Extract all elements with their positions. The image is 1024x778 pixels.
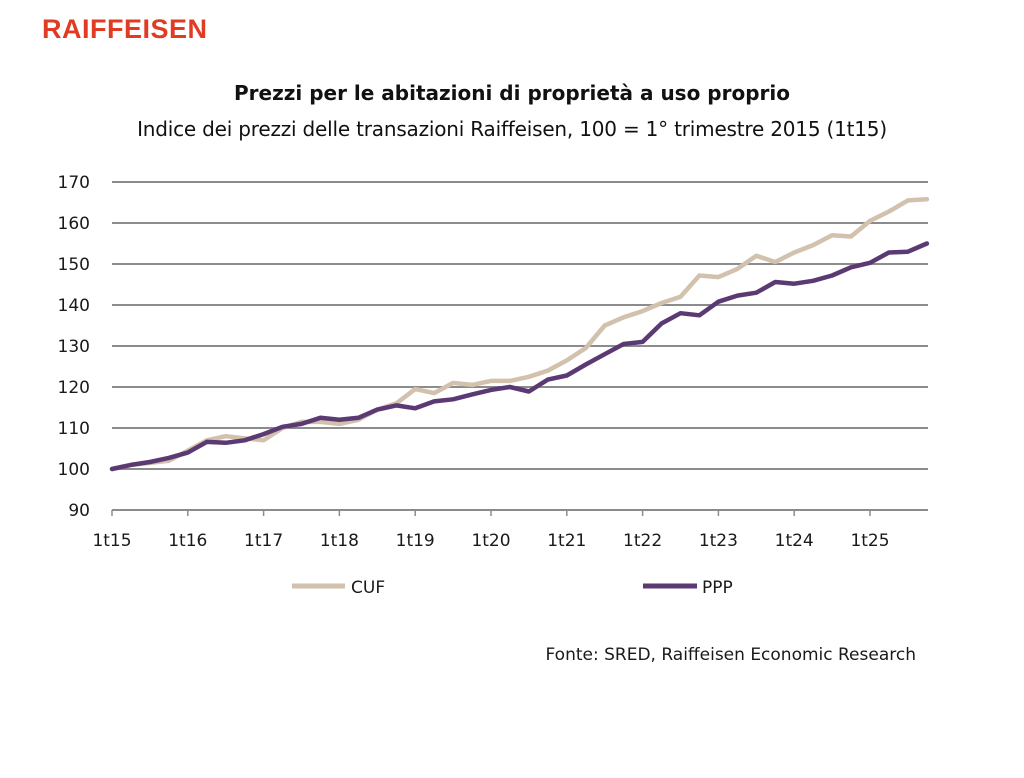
x-tick-label: 1t17: [244, 531, 283, 551]
x-tick-label: 1t24: [775, 531, 814, 551]
x-tick-label: 1t18: [320, 531, 359, 551]
y-tick-label: 150: [58, 255, 90, 275]
x-tick-label: 1t19: [396, 531, 435, 551]
series-lines: [109, 196, 930, 472]
y-axis: 90 100 110 120 130 140 150 160 170: [58, 173, 90, 521]
y-tick-label: 90: [68, 501, 90, 521]
x-tick-label: 1t21: [547, 531, 586, 551]
series-line-ppp: [109, 241, 930, 472]
gridlines: [112, 181, 928, 511]
x-tick-label: 1t22: [623, 531, 662, 551]
y-tick-label: 110: [58, 419, 90, 439]
legend-label-ppp: PPP: [702, 578, 733, 598]
y-tick-label: 120: [58, 378, 90, 398]
x-tick-label: 1t20: [471, 531, 510, 551]
x-tick-label: 1t16: [168, 531, 207, 551]
chart-subtitle: Indice dei prezzi delle transazioni Raif…: [137, 117, 887, 141]
x-tick-label: 1t23: [699, 531, 738, 551]
x-tick-label: 1t25: [850, 531, 889, 551]
y-tick-label: 160: [58, 214, 90, 234]
x-axis: 1t15 1t16 1t17 1t18 1t19 1t20 1t21 1t22 1t23 1t24…: [92, 510, 890, 551]
legend-label-cuf: CUF: [351, 578, 385, 598]
x-tick-label: 1t15: [92, 531, 131, 551]
raiffeisen-logo: RAIFFEISEN: [42, 14, 208, 44]
source-note: Fonte: SRED, Raiffeisen Economic Researc…: [545, 645, 917, 665]
y-tick-label: 100: [58, 460, 90, 480]
y-tick-label: 140: [58, 296, 90, 316]
chart-title: Prezzi per le abitazioni di proprietà a …: [234, 81, 790, 105]
y-tick-label: 170: [58, 173, 90, 193]
y-tick-label: 130: [58, 337, 90, 357]
legend: CUF PPP: [292, 578, 733, 598]
